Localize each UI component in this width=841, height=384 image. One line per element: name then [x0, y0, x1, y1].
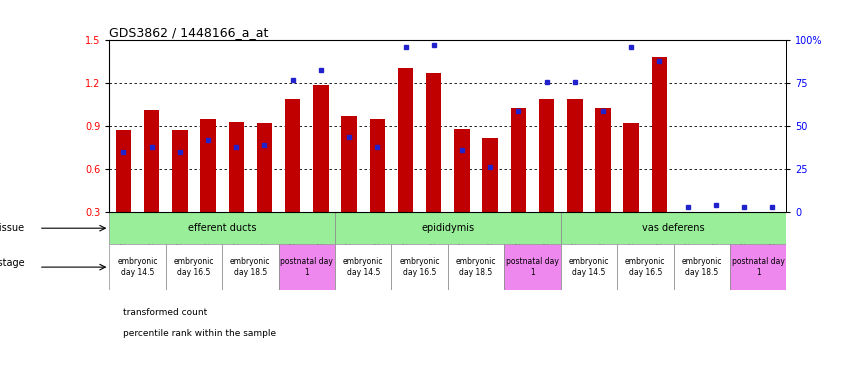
Text: embryonic
day 16.5: embryonic day 16.5	[625, 257, 665, 277]
Text: embryonic
day 16.5: embryonic day 16.5	[399, 257, 440, 277]
Bar	[229, 122, 244, 212]
Text: development stage: development stage	[0, 258, 24, 268]
Bar	[369, 119, 385, 212]
Bar	[447, 244, 505, 290]
Text: efferent ducts: efferent ducts	[188, 223, 257, 233]
Text: embryonic
day 18.5: embryonic day 18.5	[681, 257, 722, 277]
Text: transformed count: transformed count	[123, 308, 207, 317]
Bar	[617, 244, 674, 290]
Bar	[109, 244, 166, 290]
Text: postnatal day
1: postnatal day 1	[506, 257, 559, 277]
Bar	[426, 73, 442, 212]
Bar	[561, 244, 617, 290]
Bar	[222, 244, 278, 290]
Bar	[313, 85, 329, 212]
Bar	[144, 111, 160, 212]
Bar	[116, 131, 131, 212]
Bar	[109, 212, 335, 244]
Text: embryonic
day 18.5: embryonic day 18.5	[230, 257, 271, 277]
Text: percentile rank within the sample: percentile rank within the sample	[123, 329, 276, 338]
Bar	[200, 119, 216, 212]
Bar	[567, 99, 583, 212]
Text: GDS3862 / 1448166_a_at: GDS3862 / 1448166_a_at	[109, 26, 269, 39]
Bar	[278, 244, 335, 290]
Text: embryonic
day 14.5: embryonic day 14.5	[343, 257, 383, 277]
Bar	[341, 116, 357, 212]
Bar	[595, 108, 611, 212]
Bar	[505, 244, 561, 290]
Bar	[391, 244, 447, 290]
Bar	[166, 244, 222, 290]
Bar	[510, 108, 526, 212]
Text: embryonic
day 16.5: embryonic day 16.5	[174, 257, 214, 277]
Bar	[335, 244, 391, 290]
Text: tissue: tissue	[0, 223, 24, 233]
Bar	[257, 123, 272, 212]
Bar	[483, 137, 498, 212]
Bar	[652, 58, 667, 212]
Bar	[172, 131, 188, 212]
Bar	[730, 244, 786, 290]
Text: epididymis: epididymis	[421, 223, 474, 233]
Bar	[454, 129, 469, 212]
Bar	[674, 244, 730, 290]
Text: embryonic
day 14.5: embryonic day 14.5	[569, 257, 609, 277]
Bar	[398, 68, 413, 212]
Bar	[623, 123, 639, 212]
Bar	[539, 99, 554, 212]
Text: embryonic
day 14.5: embryonic day 14.5	[117, 257, 158, 277]
Bar	[561, 212, 786, 244]
Bar	[285, 99, 300, 212]
Text: vas deferens: vas deferens	[643, 223, 705, 233]
Text: embryonic
day 18.5: embryonic day 18.5	[456, 257, 496, 277]
Bar	[335, 212, 561, 244]
Text: postnatal day
1: postnatal day 1	[280, 257, 333, 277]
Text: postnatal day
1: postnatal day 1	[732, 257, 785, 277]
